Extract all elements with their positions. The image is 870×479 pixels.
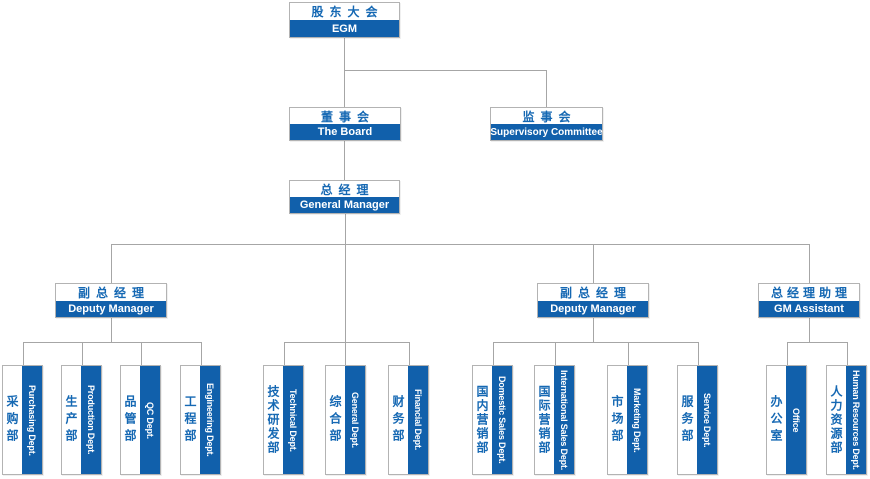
- connector-group-d-branch: [787, 342, 848, 343]
- connector-egm-board: [344, 38, 345, 107]
- node-gm-assistant: 总经理助理 GM Assistant: [758, 283, 860, 318]
- node-deputy-right-en: Deputy Manager: [538, 300, 648, 317]
- connector-board-gm: [344, 141, 345, 180]
- node-deputy-right-zh: 副总经理: [559, 285, 632, 300]
- connector-gm-assistant-stem: [809, 318, 810, 342]
- dept-human-resources-en: Human Resources Dept.: [846, 366, 866, 474]
- node-board-zh: 董事会: [320, 109, 375, 124]
- connector-deputy-right-drop: [593, 244, 594, 283]
- dept-human-resources: 人力资源部 Human Resources Dept.: [826, 365, 867, 475]
- dept-marketing: 市场部 Marketing Dept.: [607, 365, 648, 475]
- connector-dept-drop: [628, 342, 629, 365]
- dept-financial-en: Financial Dept.: [408, 366, 428, 474]
- dept-production: 生产部 Production Dept.: [61, 365, 102, 475]
- dept-office-zh: 办公室: [769, 394, 783, 446]
- dept-international-sales-en: International Sales Dept.: [554, 366, 574, 474]
- dept-office-en: Office: [786, 366, 806, 474]
- dept-financial: 财务部 Financial Dept.: [388, 365, 429, 475]
- dept-general-zh: 综合部: [328, 394, 342, 446]
- node-deputy-manager-right: 副总经理 Deputy Manager: [537, 283, 649, 318]
- node-board: 董事会 The Board: [289, 107, 401, 141]
- dept-international-sales-zh: 国际营销部: [537, 385, 551, 455]
- connector-deputy-left-drop: [111, 244, 112, 283]
- dept-marketing-zh: 市场部: [610, 394, 624, 446]
- node-gm-zh: 总经理: [320, 182, 375, 197]
- connector-supervisory-drop: [546, 70, 547, 107]
- connector-dept-drop: [141, 342, 142, 365]
- connector-group-b-branch: [284, 342, 410, 343]
- connector-group-c-branch: [493, 342, 699, 343]
- dept-marketing-en: Marketing Dept.: [627, 366, 647, 474]
- connector-gm-center-drop: [345, 214, 346, 365]
- node-egm: 股东大会 EGM: [289, 2, 400, 38]
- connector-egm-branch: [344, 70, 547, 71]
- dept-purchasing-en: Purchasing Dept.: [22, 366, 42, 474]
- node-deputy-left-zh: 副总经理: [77, 285, 150, 300]
- connector-dept-drop: [23, 342, 24, 365]
- dept-engineering-zh: 工程部: [183, 394, 197, 446]
- connector-group-a-branch: [23, 342, 202, 343]
- dept-technical-en: Technical Dept.: [283, 366, 303, 474]
- connector-dept-drop: [555, 342, 556, 365]
- connector-dept-drop: [409, 342, 410, 365]
- dept-service-en: Service Dept.: [697, 366, 717, 474]
- dept-qc-zh: 品管部: [123, 394, 137, 446]
- dept-purchasing: 采购部 Purchasing Dept.: [2, 365, 43, 475]
- node-supervisory-en: Supervisory Committee: [490, 124, 603, 140]
- dept-engineering: 工程部 Engineering Dept.: [180, 365, 221, 475]
- connector-dept-drop: [284, 342, 285, 365]
- connector-dept-drop: [82, 342, 83, 365]
- node-supervisory-zh: 监事会: [522, 109, 577, 124]
- dept-office: 办公室 Office: [766, 365, 807, 475]
- node-egm-en: EGM: [290, 20, 399, 37]
- node-board-en: The Board: [290, 124, 400, 140]
- dept-technical-zh: 技术研发部: [266, 385, 280, 455]
- node-gm-assistant-zh: 总经理助理: [770, 285, 851, 300]
- node-general-manager: 总经理 General Manager: [289, 180, 400, 214]
- node-supervisory-committee: 监事会 Supervisory Committee: [490, 107, 603, 141]
- dept-purchasing-zh: 采购部: [5, 394, 19, 446]
- connector-dept-drop: [847, 342, 848, 365]
- dept-domestic-sales-zh: 国内营销部: [475, 385, 489, 455]
- dept-general-en: General Dept.: [345, 366, 365, 474]
- dept-international-sales: 国际营销部 International Sales Dept.: [534, 365, 575, 475]
- dept-engineering-en: Engineering Dept.: [200, 366, 220, 474]
- dept-service-zh: 服务部: [680, 394, 694, 446]
- node-egm-zh: 股东大会: [311, 5, 384, 19]
- dept-technical: 技术研发部 Technical Dept.: [263, 365, 304, 475]
- dept-qc: 品管部 QC Dept.: [120, 365, 161, 475]
- connector-dept-drop: [787, 342, 788, 365]
- connector-dept-drop: [698, 342, 699, 365]
- dept-service: 服务部 Service Dept.: [677, 365, 718, 475]
- connector-gm-assistant-drop: [809, 244, 810, 283]
- connector-deputy-left-stem: [111, 318, 112, 342]
- node-deputy-manager-left: 副总经理 Deputy Manager: [55, 283, 167, 318]
- dept-financial-zh: 财务部: [391, 394, 405, 446]
- connector-dept-drop: [201, 342, 202, 365]
- dept-production-zh: 生产部: [64, 394, 78, 446]
- connector-dept-drop: [493, 342, 494, 365]
- dept-human-resources-zh: 人力资源部: [829, 385, 843, 455]
- dept-general: 综合部 General Dept.: [325, 365, 366, 475]
- connector-gm-branch: [111, 244, 810, 245]
- connector-deputy-right-stem: [593, 318, 594, 342]
- dept-domestic-sales: 国内营销部 Domestic Sales Dept.: [472, 365, 513, 475]
- dept-production-en: Production Dept.: [81, 366, 101, 474]
- dept-qc-en: QC Dept.: [140, 366, 160, 474]
- node-deputy-left-en: Deputy Manager: [56, 300, 166, 317]
- node-gm-en: General Manager: [290, 197, 399, 213]
- dept-domestic-sales-en: Domestic Sales Dept.: [492, 366, 512, 474]
- node-gm-assistant-en: GM Assistant: [759, 300, 859, 317]
